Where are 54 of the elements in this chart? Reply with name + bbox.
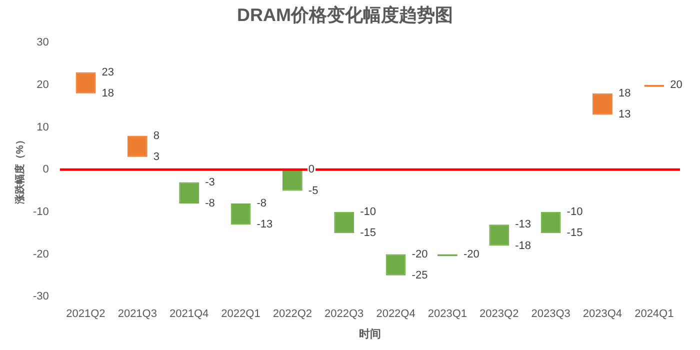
annotation: -3	[205, 176, 215, 188]
y-axis-title: 涨跌幅度（%）	[14, 135, 26, 206]
annotation: 3	[153, 150, 160, 163]
chart-title: DRAM价格变化幅度趋势图	[237, 4, 453, 25]
annotation: 13	[618, 108, 631, 121]
x-tick-label: 2021Q3	[118, 308, 157, 320]
x-tick-label: 2023Q3	[531, 308, 570, 320]
annotation: -8	[256, 198, 267, 210]
annotation: -25	[412, 269, 428, 282]
y-tick-label: -30	[32, 290, 49, 303]
x-tick-label: 2023Q2	[480, 308, 519, 320]
bar	[334, 212, 354, 234]
annotation: -8	[205, 198, 215, 210]
bar	[592, 93, 612, 115]
annotation: -20	[463, 248, 480, 260]
y-tick-label: 20	[36, 78, 49, 91]
y-tick-label: -20	[32, 248, 49, 260]
annotation: -10	[566, 206, 583, 218]
bar	[540, 212, 561, 234]
annotation: 0	[308, 164, 315, 176]
bar	[127, 136, 148, 157]
annotation: 20	[670, 78, 682, 91]
bar	[76, 72, 96, 94]
x-tick-label: 2023Q1	[428, 308, 468, 320]
bar	[386, 254, 406, 276]
x-axis-title: 时间	[358, 327, 381, 340]
annotation: -5	[308, 184, 318, 197]
annotation: 8	[153, 130, 160, 142]
annotation: -18	[515, 240, 532, 252]
x-tick-label: 2021Q4	[170, 308, 209, 320]
annotation: 23	[102, 66, 114, 78]
x-tick-label: 2022Q3	[324, 308, 364, 320]
annotation: -13	[515, 218, 532, 231]
bar	[489, 224, 510, 246]
annotation: -15	[566, 227, 583, 240]
y-tick-label: 0	[42, 164, 49, 176]
bar	[282, 170, 302, 191]
x-tick-label: 2023Q4	[582, 308, 622, 320]
annotation: -15	[360, 227, 376, 240]
x-tick-label: 2021Q2	[66, 308, 106, 320]
x-tick-label: 2024Q1	[634, 308, 674, 320]
bar	[230, 203, 251, 225]
annotation: 18	[618, 87, 631, 100]
x-tick-label: 2022Q1	[221, 308, 260, 320]
annotation: 18	[102, 87, 114, 100]
y-tick-label: 30	[36, 36, 49, 49]
annotation: -20	[412, 248, 428, 260]
x-tick-label: 2022Q4	[376, 308, 416, 320]
x-tick-label: 2022Q2	[272, 308, 312, 320]
annotation: -10	[360, 206, 376, 218]
y-tick-label: 10	[36, 121, 49, 134]
bar	[179, 182, 200, 204]
y-tick-label: -10	[32, 206, 49, 218]
annotation: -13	[256, 218, 273, 231]
